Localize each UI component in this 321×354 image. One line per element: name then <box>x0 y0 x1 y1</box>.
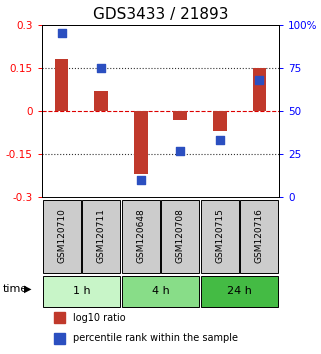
Text: time: time <box>3 284 29 293</box>
Point <box>178 148 183 154</box>
Text: 24 h: 24 h <box>227 286 252 296</box>
Point <box>99 65 104 71</box>
Text: GSM120648: GSM120648 <box>136 209 145 263</box>
Text: GSM120716: GSM120716 <box>255 208 264 263</box>
Text: 1 h: 1 h <box>73 286 90 296</box>
Text: GSM120715: GSM120715 <box>215 208 224 263</box>
Bar <box>94 91 108 111</box>
Point <box>138 177 143 183</box>
FancyBboxPatch shape <box>161 200 199 273</box>
FancyBboxPatch shape <box>42 276 120 307</box>
FancyBboxPatch shape <box>122 200 160 273</box>
Text: ▶: ▶ <box>24 284 31 293</box>
Text: GSM120711: GSM120711 <box>97 208 106 263</box>
Title: GDS3433 / 21893: GDS3433 / 21893 <box>93 7 228 22</box>
Text: percentile rank within the sample: percentile rank within the sample <box>73 333 238 343</box>
Bar <box>54 333 65 344</box>
FancyBboxPatch shape <box>42 200 81 273</box>
FancyBboxPatch shape <box>122 276 199 307</box>
FancyBboxPatch shape <box>201 276 279 307</box>
Text: GSM120708: GSM120708 <box>176 208 185 263</box>
FancyBboxPatch shape <box>240 200 279 273</box>
Bar <box>55 59 68 111</box>
FancyBboxPatch shape <box>201 200 239 273</box>
Bar <box>134 111 148 175</box>
Text: 4 h: 4 h <box>152 286 169 296</box>
Text: GSM120710: GSM120710 <box>57 208 66 263</box>
Text: log10 ratio: log10 ratio <box>73 313 125 323</box>
Bar <box>173 111 187 120</box>
Bar <box>253 68 266 111</box>
Point <box>59 30 64 36</box>
Point <box>217 138 222 143</box>
Bar <box>54 313 65 323</box>
Bar <box>213 111 227 131</box>
FancyBboxPatch shape <box>82 200 120 273</box>
Point <box>257 77 262 83</box>
